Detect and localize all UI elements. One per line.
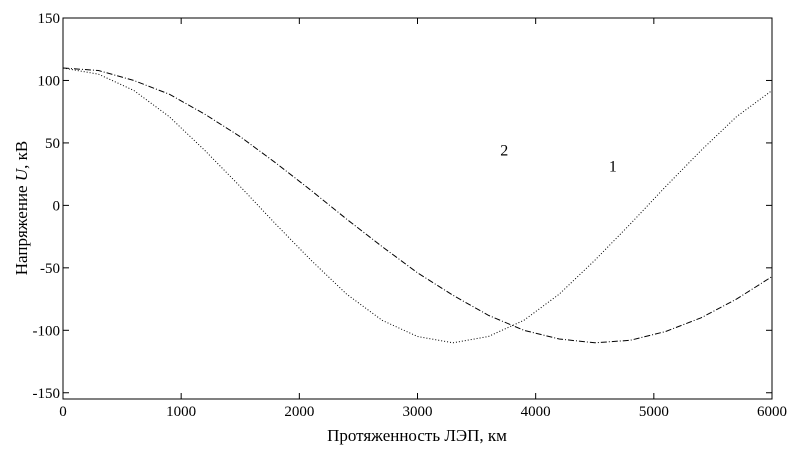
y-tick-label: 150 bbox=[38, 11, 61, 27]
axis-ticks: 0 1000 2000 3000 4000 5000 6000 -150 -100 -50 0 50 1… bbox=[33, 11, 788, 420]
x-tick-label: 5000 bbox=[639, 404, 669, 420]
y-axis-title: Напряжение U, кВ bbox=[12, 141, 31, 275]
series-line-1 bbox=[62, 67, 773, 344]
y-tick-label: -150 bbox=[33, 386, 61, 402]
y-axis-title-unit: , кВ bbox=[12, 141, 31, 169]
y-tick-label: 0 bbox=[53, 198, 61, 214]
y-tick-label: -100 bbox=[33, 323, 61, 339]
y-tick-label: 50 bbox=[45, 136, 60, 152]
y-tick-label: -50 bbox=[40, 261, 60, 277]
curve-annotations: 12 bbox=[500, 142, 617, 175]
x-tick-label: 6000 bbox=[757, 404, 787, 420]
x-tick-label: 2000 bbox=[284, 404, 314, 420]
x-axis-title: Протяженность ЛЭП, км bbox=[327, 426, 507, 445]
x-tick-label: 4000 bbox=[521, 404, 551, 420]
series-group bbox=[62, 67, 773, 344]
x-tick-label: 3000 bbox=[403, 404, 433, 420]
x-tick-label: 0 bbox=[59, 404, 67, 420]
y-axis-title-variable: U bbox=[12, 167, 31, 181]
curve-label-2: 2 bbox=[500, 142, 508, 159]
curve-label-1: 1 bbox=[609, 159, 617, 176]
series-line-2 bbox=[62, 67, 773, 344]
y-tick-label: 100 bbox=[38, 73, 61, 89]
x-tick-label: 1000 bbox=[166, 404, 196, 420]
plot-frame bbox=[62, 17, 773, 400]
y-axis-title-part-1: Напряжение bbox=[12, 181, 31, 275]
